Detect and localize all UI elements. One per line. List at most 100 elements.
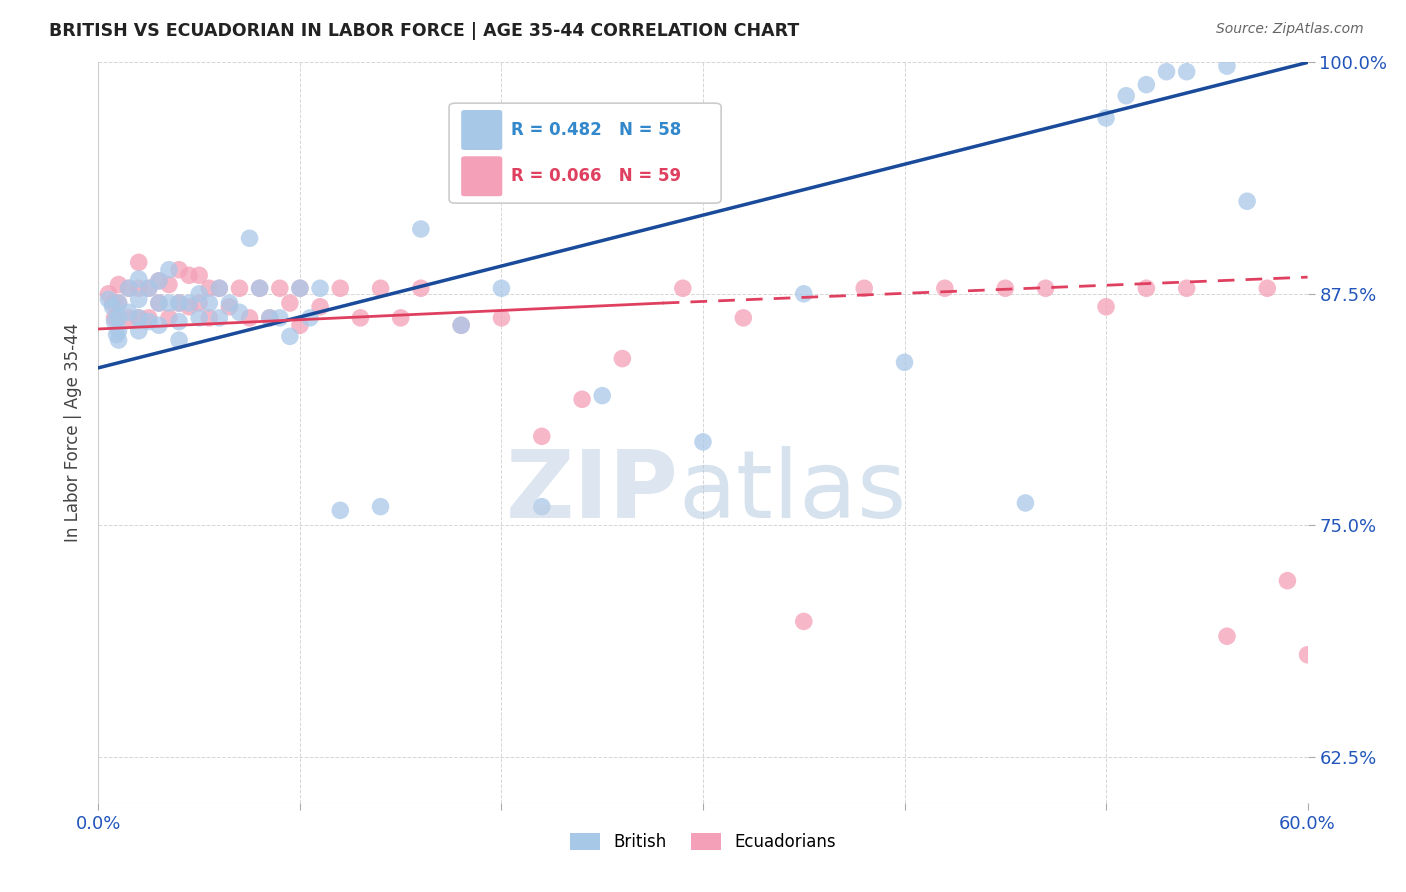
Point <box>128 310 150 325</box>
Point <box>530 500 553 514</box>
Point <box>370 500 392 514</box>
Text: ZIP: ZIP <box>506 446 679 538</box>
Point <box>1156 64 1178 78</box>
Point <box>105 327 128 342</box>
FancyBboxPatch shape <box>461 156 502 196</box>
Point <box>349 310 371 325</box>
Point <box>249 281 271 295</box>
Point <box>167 333 190 347</box>
Point <box>269 281 291 295</box>
Text: R = 0.482   N = 58: R = 0.482 N = 58 <box>510 121 681 139</box>
Point <box>208 310 231 325</box>
Point <box>188 310 211 325</box>
Point <box>103 310 125 325</box>
Point <box>198 281 221 295</box>
Point <box>853 281 876 295</box>
Point <box>1014 496 1036 510</box>
Point <box>157 277 180 292</box>
Point <box>239 310 262 325</box>
Point <box>138 281 160 295</box>
Text: R = 0.066   N = 59: R = 0.066 N = 59 <box>510 168 681 186</box>
Point <box>218 300 240 314</box>
Point <box>179 300 201 314</box>
Text: atlas: atlas <box>679 446 907 538</box>
Point <box>138 314 160 328</box>
Point <box>994 281 1017 295</box>
FancyBboxPatch shape <box>461 110 502 150</box>
Point <box>733 310 755 325</box>
Point <box>571 392 593 407</box>
Point <box>167 262 190 277</box>
Point <box>1095 111 1118 125</box>
Point <box>612 351 634 366</box>
Point <box>107 333 129 347</box>
Point <box>167 314 190 328</box>
Point <box>491 310 513 325</box>
Point <box>409 222 432 236</box>
Point <box>128 293 150 307</box>
Point <box>450 318 472 333</box>
Point <box>118 281 141 295</box>
Point <box>370 281 392 295</box>
FancyBboxPatch shape <box>449 103 721 203</box>
Point <box>1296 648 1319 662</box>
Point <box>491 281 513 295</box>
Point <box>288 318 311 333</box>
Point <box>228 281 250 295</box>
Point <box>309 281 332 295</box>
Point <box>1115 88 1137 103</box>
Point <box>198 296 221 310</box>
Point <box>1216 59 1239 73</box>
Point <box>299 310 322 325</box>
Point <box>1035 281 1057 295</box>
Point <box>329 503 352 517</box>
Point <box>107 296 129 310</box>
Point <box>148 274 170 288</box>
Point <box>1175 64 1198 78</box>
Point <box>148 274 170 288</box>
Point <box>148 296 170 310</box>
Point <box>167 296 190 310</box>
Point <box>249 281 271 295</box>
Point <box>101 296 124 310</box>
Point <box>128 281 150 295</box>
Point <box>107 310 129 325</box>
Point <box>118 310 141 325</box>
Point <box>793 615 815 629</box>
Point <box>157 262 180 277</box>
Point <box>107 296 129 310</box>
Point <box>1135 281 1157 295</box>
Point <box>591 389 613 403</box>
Point <box>138 281 160 295</box>
Point <box>218 296 240 310</box>
Point <box>934 281 956 295</box>
Point <box>278 296 301 310</box>
Point <box>1277 574 1299 588</box>
Point <box>1095 300 1118 314</box>
Point <box>179 296 201 310</box>
Text: BRITISH VS ECUADORIAN IN LABOR FORCE | AGE 35-44 CORRELATION CHART: BRITISH VS ECUADORIAN IN LABOR FORCE | A… <box>49 22 800 40</box>
Point <box>167 296 190 310</box>
Point <box>278 329 301 343</box>
Point <box>239 231 262 245</box>
Point <box>157 296 180 310</box>
Point <box>157 310 180 325</box>
Point <box>101 300 124 314</box>
Point <box>893 355 915 369</box>
Point <box>97 293 120 307</box>
Point <box>128 310 150 325</box>
Point <box>148 296 170 310</box>
Point <box>1236 194 1258 209</box>
Point <box>208 281 231 295</box>
Point <box>409 281 432 295</box>
Point <box>793 286 815 301</box>
Text: Source: ZipAtlas.com: Source: ZipAtlas.com <box>1216 22 1364 37</box>
Point <box>128 324 150 338</box>
Y-axis label: In Labor Force | Age 35-44: In Labor Force | Age 35-44 <box>63 323 82 542</box>
Point <box>208 281 231 295</box>
Point <box>228 305 250 319</box>
Point <box>329 281 352 295</box>
Point <box>288 281 311 295</box>
Point <box>103 314 125 328</box>
Point <box>530 429 553 443</box>
